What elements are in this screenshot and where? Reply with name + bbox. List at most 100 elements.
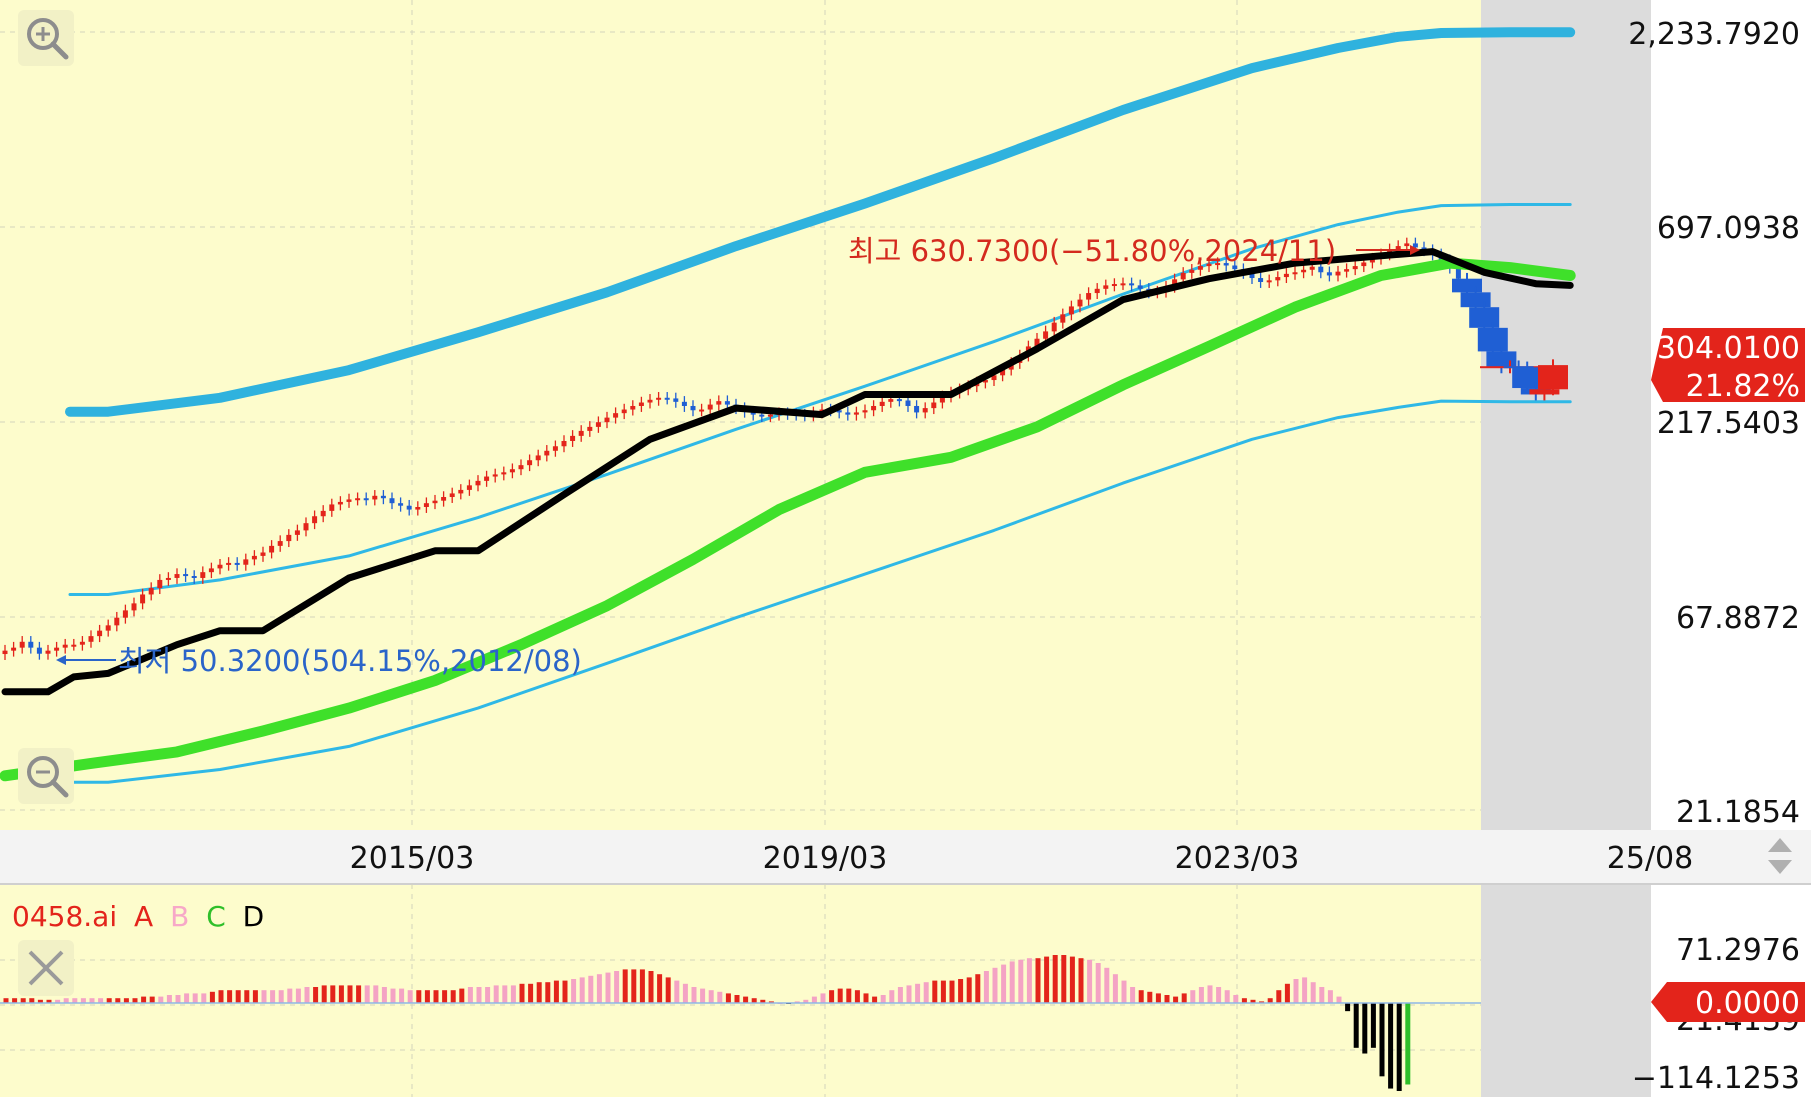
candle-body (269, 545, 275, 553)
indicator-current-value: 0.0000 (1695, 986, 1800, 1021)
indicator-bar (330, 985, 336, 1003)
candle-body (570, 435, 576, 441)
candle-body (1249, 272, 1255, 279)
indicator-bar (1035, 958, 1041, 1003)
indicator-bar (1259, 1001, 1265, 1003)
candle-body (759, 414, 765, 417)
candle-body (1266, 280, 1272, 283)
indicator-bar (1069, 956, 1075, 1003)
indicator-bar (1319, 987, 1325, 1003)
indicator-bar (691, 987, 697, 1003)
candle-body (294, 530, 300, 535)
indicator-bar (1224, 990, 1230, 1003)
candle-body (1486, 351, 1517, 368)
indicator-bar (536, 982, 542, 1003)
indicator-bar (1250, 999, 1256, 1003)
indicator-bar (424, 990, 430, 1003)
up-down-arrows-icon[interactable] (1768, 838, 1792, 874)
candle-body (226, 562, 232, 565)
indicator-bar (1061, 955, 1067, 1003)
zoom-out-icon[interactable] (18, 748, 74, 804)
indicator-bar (192, 993, 198, 1003)
candle-body (561, 440, 567, 447)
indicator-bar (12, 998, 18, 1003)
indicator-bar (1009, 961, 1015, 1003)
candle-body (475, 480, 481, 486)
indicator-bar (992, 967, 998, 1003)
price-tick: 67.8872 (1676, 601, 1800, 636)
indicator-bar (1052, 955, 1058, 1003)
candle-body (372, 495, 378, 500)
candle-body (613, 413, 619, 418)
close-icon[interactable] (18, 940, 74, 996)
price-tick: 21.1854 (1676, 795, 1800, 830)
indicator-bar (227, 990, 233, 1003)
indicator-bar (1155, 993, 1161, 1003)
candle-body (458, 489, 464, 494)
indicator-bar (1405, 1003, 1411, 1085)
candle-body (1086, 293, 1092, 300)
candle-body (191, 576, 197, 579)
candle-body (1232, 265, 1238, 270)
indicator-bar (1293, 979, 1299, 1003)
indicator-bar (1379, 1003, 1385, 1077)
future-area-indicator (1481, 884, 1651, 1097)
indicator-bar (872, 996, 878, 1003)
zoom-in-icon[interactable] (18, 10, 74, 66)
candle-body (1197, 266, 1203, 270)
indicator-bar (218, 990, 224, 1003)
candle-body (355, 498, 361, 501)
candle-body (466, 485, 472, 490)
future-area-main (1481, 0, 1651, 830)
candle-body (19, 641, 25, 648)
low-arrow-head (56, 655, 66, 665)
date-tick: 2019/03 (763, 841, 888, 876)
candle-body (707, 404, 713, 410)
indicator-bar (639, 969, 645, 1003)
indicator-bar (829, 990, 835, 1003)
indicator-bar (1216, 987, 1222, 1003)
indicator-bar (295, 988, 301, 1003)
indicator-bar (287, 988, 293, 1003)
candle-body (449, 493, 455, 498)
candle-body (673, 398, 679, 402)
candle-body (1068, 306, 1074, 315)
indicator-bar (381, 987, 387, 1003)
candle-body (28, 641, 34, 648)
candle-body (234, 562, 240, 565)
candle-body (1352, 266, 1358, 270)
indicator-bar (760, 999, 766, 1003)
indicator-bar (433, 990, 439, 1003)
indicator-bar (1104, 967, 1110, 1003)
indicator-bar (3, 998, 9, 1003)
candle-body (931, 402, 937, 409)
candle-body (1283, 273, 1289, 278)
indicator-bar (1370, 1003, 1376, 1048)
indicator-bar (338, 985, 344, 1003)
indicator-bar (132, 998, 138, 1003)
indicator-bar (803, 999, 809, 1003)
indicator-bar (347, 985, 353, 1003)
candle-body (1060, 314, 1066, 323)
price-tick: 2,233.7920 (1628, 17, 1800, 52)
indicator-bar (407, 990, 413, 1003)
candle-body (1215, 263, 1221, 266)
candle-body (724, 401, 730, 405)
legend-a: A (134, 900, 153, 933)
series-line (0, 257, 1576, 782)
candle-body (1129, 283, 1135, 286)
indicator-bar (794, 1001, 800, 1003)
series-line (68, 203, 1572, 596)
candle-body (251, 555, 257, 560)
indicator-bar (1044, 956, 1050, 1003)
indicator-bar (975, 974, 981, 1003)
candle-body (415, 506, 421, 510)
candle-body (1309, 266, 1315, 270)
candle-body (1460, 292, 1491, 308)
series-line (1, 248, 1574, 696)
price-tick: 217.5403 (1657, 406, 1800, 441)
indicator-bar (940, 980, 946, 1003)
candle-body (148, 588, 154, 595)
indicator-value-tag (1651, 982, 1805, 1022)
